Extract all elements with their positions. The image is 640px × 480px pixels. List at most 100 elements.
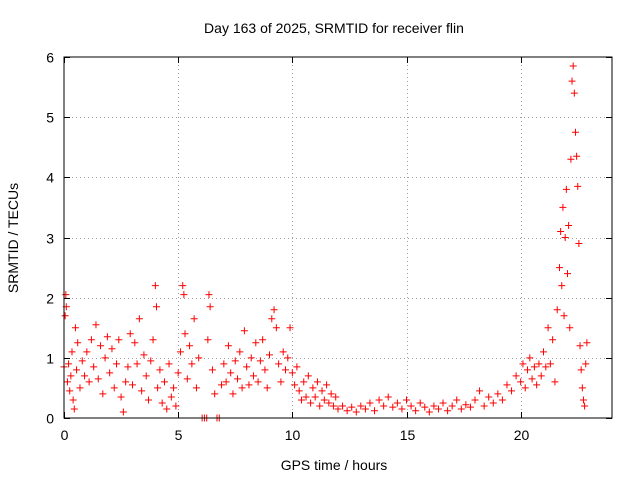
data-point [485,393,493,401]
data-point [78,357,86,365]
data-point [320,396,328,404]
data-point [311,393,319,401]
data-point [227,369,235,377]
data-point [393,399,401,407]
data-point [555,264,563,272]
y-tick-label: 4 [46,170,54,186]
x-tick-label: 10 [285,427,301,443]
data-point [188,360,196,368]
data-point [183,375,191,383]
data-point [425,408,433,416]
data-point [240,327,248,335]
data-point [361,405,369,413]
data-point [103,333,111,341]
data-point [140,351,148,359]
data-point [238,384,246,392]
data-point [573,152,581,160]
data-point [563,270,571,278]
data-point [62,291,70,299]
data-point [530,363,538,371]
data-point [172,402,180,410]
data-point [181,330,189,338]
data-point [574,182,582,190]
data-point [288,369,296,377]
data-point [521,384,529,392]
data-point [192,384,200,392]
data-point [561,234,569,241]
data-point [524,366,532,374]
data-point [571,128,579,136]
data-point [519,360,527,368]
data-point [412,407,420,415]
data-point [380,402,388,410]
data-point [236,348,244,356]
data-point [471,396,479,404]
data-point [334,405,342,413]
data-point [366,399,374,407]
data-point [268,315,276,323]
data-point [218,381,226,389]
data-point [508,387,516,395]
data-point [61,312,69,320]
data-point [325,399,333,407]
data-point [559,203,567,211]
data-point [323,381,331,389]
data-point [517,378,525,386]
data-point [307,399,315,407]
y-tick-label: 6 [46,50,54,66]
grid-lines [64,57,612,418]
data-point [67,372,75,380]
data-point [318,387,326,395]
data-point [398,405,406,413]
data-point [339,402,347,410]
data-point [126,330,134,338]
data-point [259,336,267,344]
data-point [503,381,511,389]
data-point [252,339,260,347]
data-point [494,390,502,398]
data-point [206,303,214,311]
data-point [498,396,506,404]
data-point [279,348,287,356]
data-point [581,402,589,410]
data-point [542,363,550,371]
data-point [577,366,585,374]
data-point [302,393,310,401]
data-point [557,227,565,235]
data-point [462,401,470,409]
data-point [528,375,536,383]
data-point [208,366,216,374]
data-point [457,405,465,413]
data-point [466,403,474,411]
data-point [348,403,356,411]
data-point [558,282,566,290]
data-point [119,408,127,416]
data-point [407,402,415,410]
data-point [195,354,203,362]
data-point [174,369,182,377]
plot-frame [63,56,613,419]
data-point [434,405,442,413]
data-point [430,402,438,410]
data-point [583,339,591,347]
data-point [293,363,301,371]
data-point [565,221,573,229]
data-point [261,366,269,374]
data-point [389,403,397,411]
data-point [81,372,89,380]
data-point [149,336,157,344]
x-tick-label: 15 [400,427,416,443]
data-point [313,378,321,386]
data-point [167,393,175,401]
data-point [567,155,575,163]
y-tick-label: 5 [46,110,54,126]
y-tick-label: 1 [46,351,54,367]
data-point [94,375,102,383]
data-point [250,372,258,380]
data-points [60,62,591,422]
data-point [151,282,159,290]
x-tick-label: 5 [175,427,183,443]
data-point [304,372,312,380]
data-point [117,393,125,401]
data-point [476,387,484,395]
